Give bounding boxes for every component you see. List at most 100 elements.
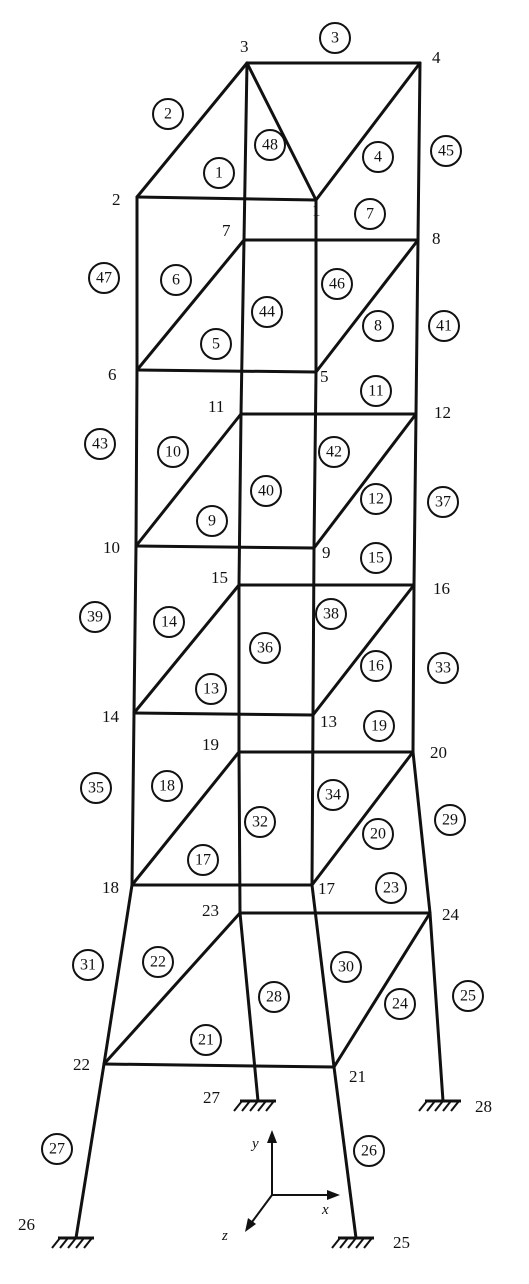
element-circle: [80, 772, 112, 804]
member-14-15: [132, 583, 241, 715]
element-number: 33: [435, 660, 451, 677]
support-hatch: [59, 1237, 69, 1249]
member-6-7: [135, 238, 246, 372]
element-circle: [318, 436, 350, 468]
support-hatch: [67, 1237, 77, 1249]
element-label-30: 30: [330, 951, 362, 983]
element-number: 2: [164, 106, 172, 123]
member-2-1: [135, 195, 318, 202]
element-circle: [360, 650, 392, 682]
node-label-14: 14: [102, 707, 120, 726]
element-number: 25: [460, 988, 476, 1005]
element-circle: [251, 296, 283, 328]
support-hatch: [347, 1237, 357, 1249]
element-circle: [152, 98, 184, 130]
node-label-20: 20: [430, 743, 447, 762]
element-circle: [362, 310, 394, 342]
element-circle: [79, 601, 111, 633]
support-hatch: [339, 1237, 349, 1249]
element-circle: [319, 22, 351, 54]
element-number: 46: [329, 276, 345, 293]
element-number: 21: [198, 1032, 214, 1049]
member-22-26: [74, 1062, 106, 1240]
member-2-3: [135, 61, 249, 199]
member-19-23: [237, 750, 242, 915]
element-circle: [353, 1135, 385, 1167]
element-number: 38: [323, 606, 339, 623]
element-label-28: 28: [258, 981, 290, 1013]
element-number: 41: [436, 318, 452, 335]
element-label-9: 9: [196, 505, 228, 537]
element-label-23: 23: [375, 872, 407, 904]
support-hatch: [442, 1100, 452, 1112]
z-axis-arrow: [245, 1218, 256, 1232]
member-20-24: [411, 750, 432, 915]
element-number: 4: [374, 149, 382, 166]
node-label-5: 5: [320, 367, 329, 386]
element-number: 10: [165, 444, 181, 461]
member-17-21: [310, 883, 336, 1069]
element-label-42: 42: [318, 436, 350, 468]
member-13-16: [311, 583, 416, 717]
support-hatch: [83, 1237, 93, 1249]
member-23-27: [238, 911, 260, 1103]
element-label-39: 39: [79, 601, 111, 633]
member-24-28: [428, 911, 445, 1103]
element-circle: [249, 632, 281, 664]
element-number: 29: [442, 812, 458, 829]
element-circle: [196, 505, 228, 537]
fixed-support-27: [233, 1099, 276, 1112]
element-number: 40: [258, 483, 274, 500]
element-label-38: 38: [315, 598, 347, 630]
element-label-40: 40: [250, 475, 282, 507]
element-number: 8: [374, 318, 382, 335]
element-number: 18: [159, 778, 175, 795]
element-number: 36: [257, 640, 273, 657]
member-18-22: [102, 883, 134, 1066]
element-circle: [88, 262, 120, 294]
element-number: 3: [331, 30, 339, 47]
element-label-43: 43: [84, 428, 116, 460]
node-label-4: 4: [432, 48, 441, 67]
node-label-15: 15: [211, 568, 228, 587]
node-label-23: 23: [202, 901, 219, 920]
member-3-1: [245, 61, 318, 202]
element-circle: [244, 806, 276, 838]
element-number: 22: [150, 954, 166, 971]
member-6-5: [135, 368, 318, 374]
element-circle: [354, 198, 386, 230]
element-number: 6: [172, 272, 180, 289]
member-10-9: [134, 544, 316, 550]
element-number: 24: [392, 996, 408, 1013]
element-circle: [360, 542, 392, 574]
support-hatch: [75, 1237, 85, 1249]
member-10-14: [132, 544, 138, 715]
element-label-8: 8: [362, 310, 394, 342]
support-hatch: [331, 1237, 341, 1249]
element-number: 12: [368, 491, 384, 508]
element-label-15: 15: [360, 542, 392, 574]
node-label-25: 25: [393, 1233, 410, 1252]
element-label-35: 35: [80, 772, 112, 804]
z-axis-label: z: [221, 1228, 228, 1244]
element-label-20: 20: [362, 818, 394, 850]
support-hatch: [249, 1100, 259, 1112]
fixed-supports: [51, 1099, 461, 1249]
node-label-22: 22: [73, 1055, 90, 1074]
element-circle: [384, 988, 416, 1020]
element-circle: [360, 483, 392, 515]
support-hatch: [51, 1237, 61, 1249]
fixed-support-25: [331, 1236, 374, 1249]
node-label-10: 10: [103, 538, 120, 557]
member-10-11: [134, 412, 243, 548]
element-label-16: 16: [360, 650, 392, 682]
node-label-18: 18: [102, 878, 119, 897]
element-label-24: 24: [384, 988, 416, 1020]
element-number: 30: [338, 959, 354, 976]
node-label-28: 28: [475, 1097, 492, 1116]
element-number: 26: [361, 1143, 377, 1160]
element-label-41: 41: [428, 310, 460, 342]
member-9-13: [311, 546, 316, 717]
support-hatch: [233, 1100, 243, 1112]
element-number: 43: [92, 436, 108, 453]
